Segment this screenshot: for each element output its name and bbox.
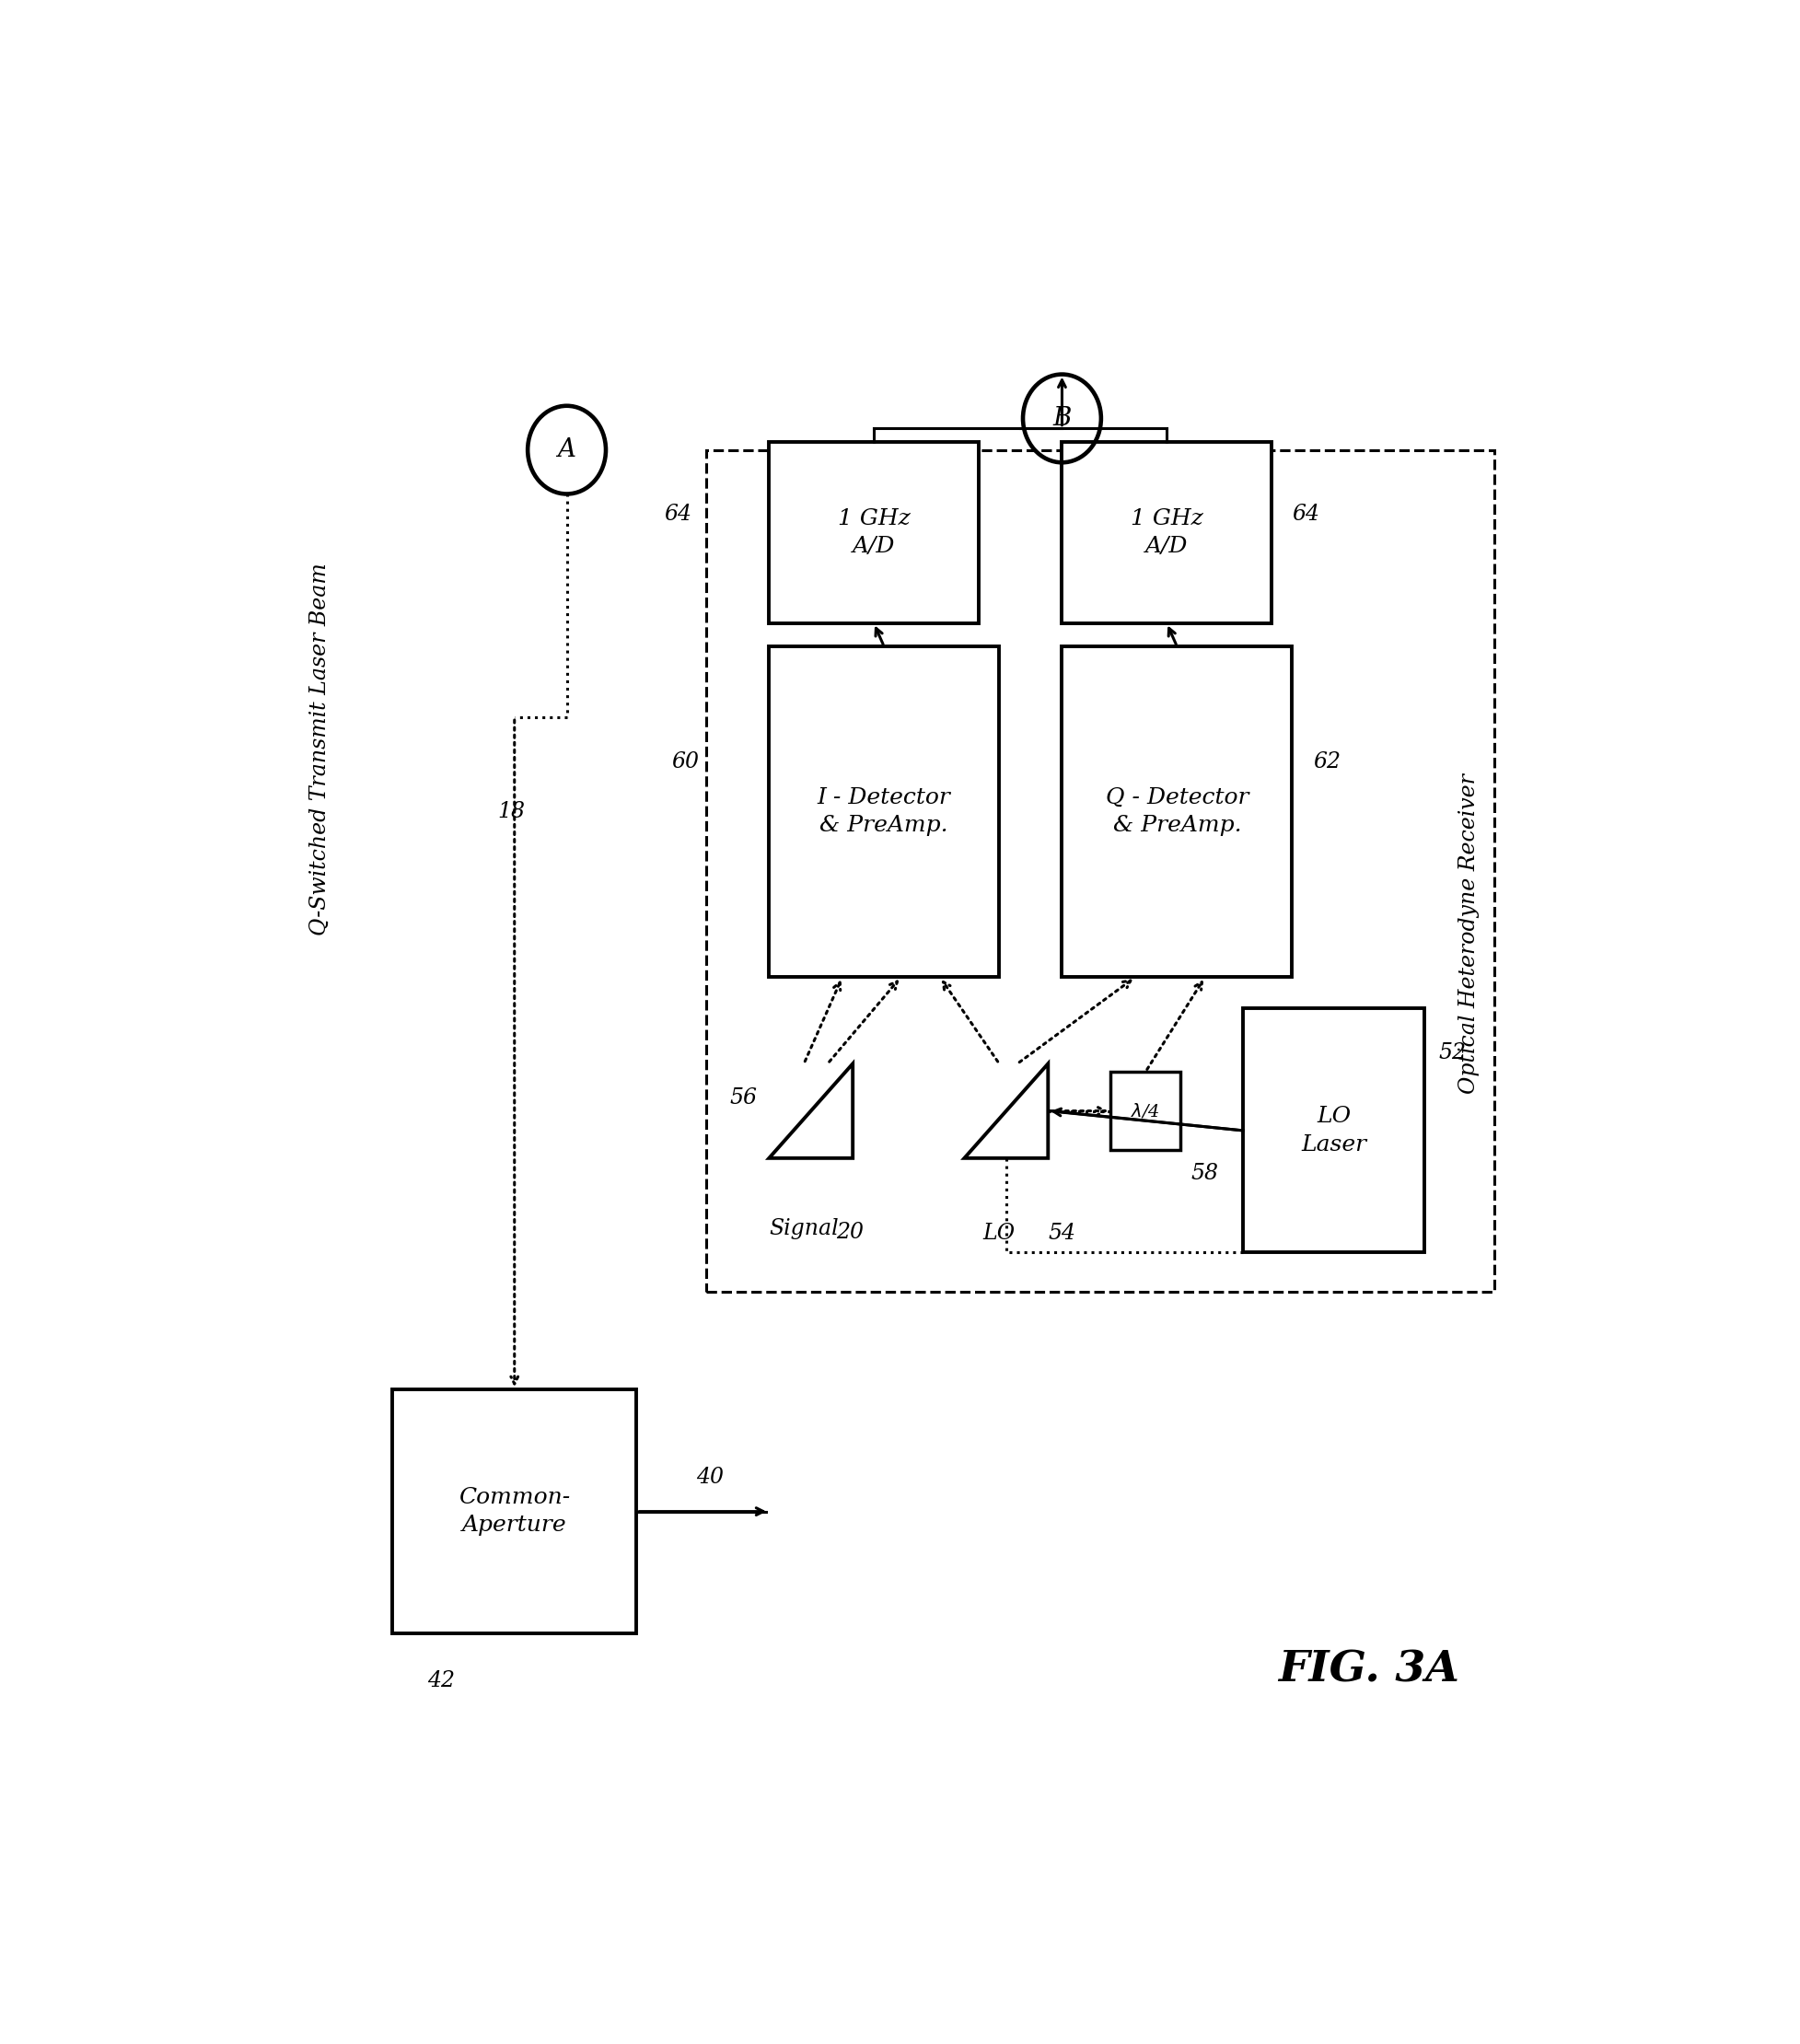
Bar <box>1062 646 1292 977</box>
Text: B: B <box>1053 407 1071 431</box>
Text: LO: LO <box>983 1222 1015 1245</box>
Text: Q - Detector
& PreAmp.: Q - Detector & PreAmp. <box>1105 787 1249 836</box>
Text: 60: 60 <box>671 752 698 773</box>
Text: 64: 64 <box>664 503 693 525</box>
Text: 64: 64 <box>1292 503 1319 525</box>
Text: $\lambda$/4: $\lambda$/4 <box>1130 1102 1161 1120</box>
Text: A: A <box>558 437 576 462</box>
Text: Optical Heterodyne Receiver: Optical Heterodyne Receiver <box>1458 775 1480 1094</box>
Bar <box>1244 1008 1424 1253</box>
Text: Q-Switched Transmit Laser Beam: Q-Switched Transmit Laser Beam <box>310 562 331 936</box>
Bar <box>392 1390 637 1633</box>
Text: 40: 40 <box>697 1466 724 1488</box>
Bar <box>1062 442 1271 623</box>
Bar <box>706 450 1494 1292</box>
Text: 56: 56 <box>731 1087 758 1110</box>
Text: LO
Laser: LO Laser <box>1301 1106 1366 1155</box>
Text: 42: 42 <box>427 1670 455 1690</box>
Text: Signal: Signal <box>769 1218 839 1239</box>
Text: 1 GHz
A/D: 1 GHz A/D <box>1130 509 1202 558</box>
Bar <box>769 646 999 977</box>
Bar <box>1111 1071 1181 1151</box>
Text: 52: 52 <box>1438 1042 1467 1063</box>
Text: 62: 62 <box>1314 752 1341 773</box>
Text: Common-
Aperture: Common- Aperture <box>459 1486 571 1535</box>
Text: 1 GHz
A/D: 1 GHz A/D <box>837 509 911 558</box>
Text: 18: 18 <box>497 801 526 822</box>
Bar <box>769 442 979 623</box>
Text: 20: 20 <box>837 1222 864 1243</box>
Text: 54: 54 <box>1048 1222 1076 1245</box>
Text: 58: 58 <box>1190 1163 1219 1183</box>
Text: FIG. 3A: FIG. 3A <box>1278 1647 1460 1690</box>
Text: I - Detector
& PreAmp.: I - Detector & PreAmp. <box>817 787 950 836</box>
